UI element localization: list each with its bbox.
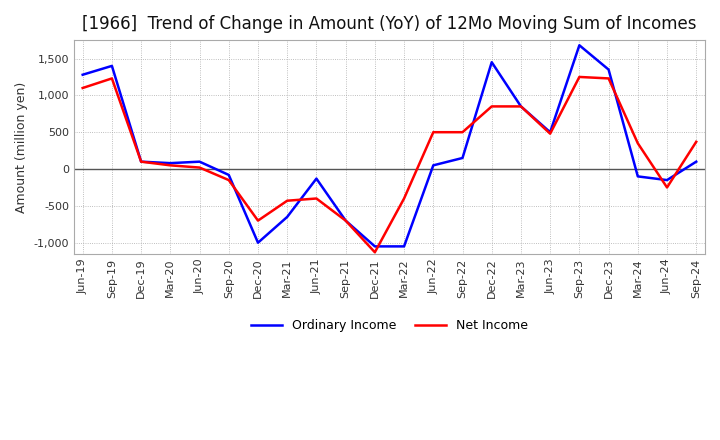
Ordinary Income (225, 172, 233, 178)
Ordinary Income (371, 244, 379, 249)
Net Income (253, 218, 262, 223)
Ordinary Income (604, 67, 613, 72)
Ordinary Income (517, 104, 526, 109)
Ordinary Income (575, 43, 584, 48)
Net Income (371, 249, 379, 255)
Ordinary Income (429, 163, 438, 168)
Ordinary Income (78, 72, 87, 77)
Ordinary Income (253, 240, 262, 246)
Net Income (166, 163, 175, 168)
Net Income (195, 165, 204, 170)
Net Income (400, 196, 408, 201)
Net Income (692, 139, 701, 144)
Net Income (487, 104, 496, 109)
Net Income (458, 129, 467, 135)
Net Income (429, 129, 438, 135)
Net Income (137, 159, 145, 164)
Line: Net Income: Net Income (83, 77, 696, 252)
Ordinary Income (341, 218, 350, 223)
Line: Ordinary Income: Ordinary Income (83, 45, 696, 246)
Legend: Ordinary Income, Net Income: Ordinary Income, Net Income (246, 314, 534, 337)
Net Income (575, 74, 584, 80)
Net Income (283, 198, 292, 203)
Ordinary Income (692, 159, 701, 164)
Ordinary Income (283, 214, 292, 220)
Ordinary Income (137, 159, 145, 164)
Net Income (225, 177, 233, 183)
Net Income (517, 104, 526, 109)
Ordinary Income (312, 176, 320, 181)
Ordinary Income (458, 155, 467, 161)
Ordinary Income (166, 161, 175, 166)
Net Income (634, 141, 642, 146)
Ordinary Income (487, 59, 496, 65)
Ordinary Income (662, 177, 671, 183)
Ordinary Income (546, 129, 554, 135)
Net Income (546, 131, 554, 136)
Net Income (78, 85, 87, 91)
Ordinary Income (634, 174, 642, 179)
Net Income (662, 185, 671, 190)
Ordinary Income (400, 244, 408, 249)
Net Income (312, 196, 320, 201)
Ordinary Income (195, 159, 204, 164)
Ordinary Income (107, 63, 116, 69)
Net Income (604, 76, 613, 81)
Y-axis label: Amount (million yen): Amount (million yen) (15, 81, 28, 213)
Title: [1966]  Trend of Change in Amount (YoY) of 12Mo Moving Sum of Incomes: [1966] Trend of Change in Amount (YoY) o… (82, 15, 697, 33)
Net Income (107, 76, 116, 81)
Net Income (341, 218, 350, 223)
